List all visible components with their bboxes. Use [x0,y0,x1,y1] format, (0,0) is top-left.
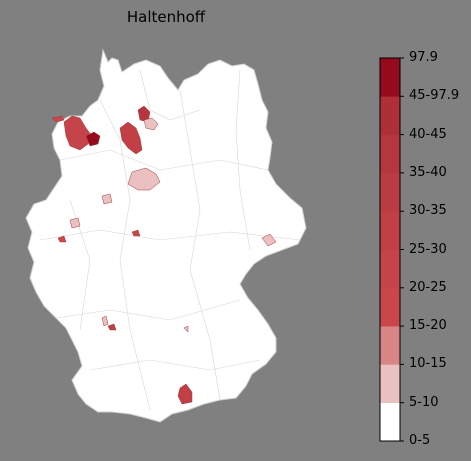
legend-label: 30-35 [409,203,447,219]
region-stade [137,105,151,123]
legend-label: 5-10 [409,394,439,410]
highlighted-regions [51,105,277,405]
region-hannover-hildesheim [127,167,161,191]
region-aachen-dueren [57,235,67,243]
legend-swatch-20-25 [380,249,400,289]
legend-swatch-25-30 [380,211,400,250]
legend-label: 10-15 [409,356,447,372]
region-wesel [69,217,81,229]
legend-label: 97.9 [409,50,438,65]
region-karlsruhe-rastatt [101,315,109,327]
legend-swatch-40-45 [380,96,400,135]
region-soltau-fallingbostel [119,121,143,155]
legend-label: 25-30 [409,241,447,257]
region-regen [183,325,189,333]
legend-label: 35-40 [409,164,447,180]
region-harburg-lueneburg [143,117,159,131]
legend-label: 40-45 [409,126,447,142]
region-heilbronn [107,323,117,331]
region-goerlitz [261,233,277,247]
legend-label: 0-5 [409,433,431,448]
legend-colorbar [379,57,404,442]
region-minden [101,193,113,205]
legend-label: 45-97.9 [409,88,460,104]
region-rosenheim [177,383,193,405]
legend-swatch-5-10 [380,364,400,403]
legend-swatch-15-20 [380,287,400,327]
legend-swatch-45-97.9 [380,58,400,97]
legend-label: 15-20 [409,318,447,334]
legend-swatch-35-40 [380,134,400,174]
region-friesland-strip [51,115,65,123]
legend-swatch-30-35 [380,172,400,212]
legend-swatch-10-15 [380,326,400,365]
region-hochsauerland [131,229,141,237]
map-title: Haltenhoff [126,8,206,26]
legend-swatch-0-5 [380,402,400,442]
region-emden [85,131,101,147]
district-borders [39,69,301,411]
legend-label: 20-25 [409,279,447,295]
